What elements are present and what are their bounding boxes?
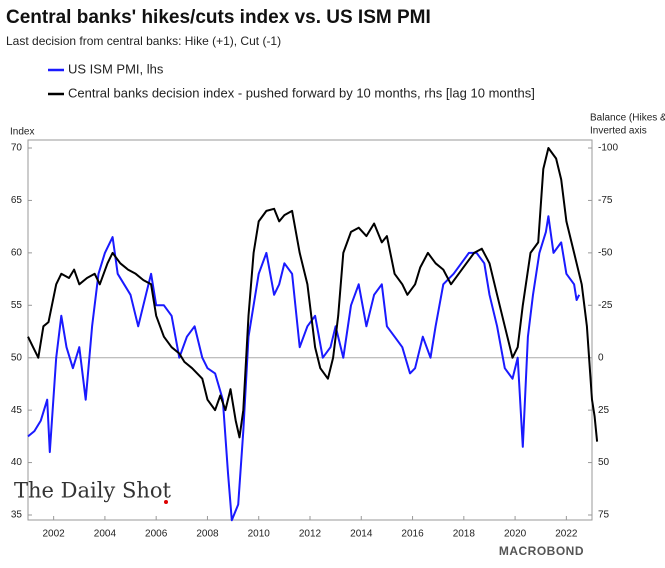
y-tick-label: 70 bbox=[11, 143, 23, 154]
plot-frame bbox=[27, 139, 593, 521]
y-tick-label: 35 bbox=[11, 510, 23, 521]
y2-tick-label: 50 bbox=[598, 457, 610, 468]
chart-title: Central banks' hikes/cuts index vs. US I… bbox=[6, 7, 431, 28]
watermark-dot bbox=[164, 500, 168, 504]
x-tick-label: 2006 bbox=[145, 529, 168, 540]
y2-tick-label: -50 bbox=[598, 247, 613, 258]
x-tick-label: 2020 bbox=[504, 529, 527, 540]
x-tick-label: 2022 bbox=[555, 529, 578, 540]
y2-axis-label: Inverted axis bbox=[590, 126, 647, 137]
y-tick-label: 65 bbox=[11, 195, 23, 206]
x-tick-label: 2014 bbox=[350, 529, 373, 540]
y2-tick-label: -25 bbox=[598, 300, 613, 311]
x-tick-label: 2018 bbox=[453, 529, 476, 540]
series-line bbox=[27, 215, 581, 522]
y2-tick-label: -100 bbox=[598, 143, 618, 154]
x-tick-label: 2004 bbox=[94, 529, 117, 540]
y2-tick-label: 25 bbox=[598, 405, 610, 416]
legend-label: Central banks decision index - pushed fo… bbox=[68, 85, 535, 100]
y2-tick-label: -75 bbox=[598, 195, 613, 206]
y2-tick-label: 75 bbox=[598, 510, 610, 521]
y-tick-label: 45 bbox=[11, 405, 23, 416]
y-tick-label: 60 bbox=[11, 247, 23, 258]
y-axis-label: Index bbox=[10, 127, 34, 138]
y-tick-label: 50 bbox=[11, 352, 23, 363]
x-tick-label: 2002 bbox=[43, 529, 66, 540]
series-line bbox=[27, 147, 599, 442]
x-tick-label: 2010 bbox=[248, 529, 271, 540]
chart-subtitle: Last decision from central banks: Hike (… bbox=[6, 34, 281, 48]
y2-axis-label: Balance (Hikes & Cuts) bbox=[590, 113, 665, 124]
y-tick-label: 55 bbox=[11, 300, 23, 311]
x-tick-label: 2008 bbox=[196, 529, 219, 540]
y2-tick-label: 0 bbox=[598, 352, 604, 363]
watermark: The Daily Shot bbox=[14, 479, 172, 503]
legend-label: US ISM PMI, lhs bbox=[68, 61, 164, 76]
x-tick-label: 2012 bbox=[299, 529, 322, 540]
y-tick-label: 40 bbox=[11, 457, 23, 468]
watermark: MACROBOND bbox=[499, 544, 584, 558]
x-tick-label: 2016 bbox=[401, 529, 424, 540]
